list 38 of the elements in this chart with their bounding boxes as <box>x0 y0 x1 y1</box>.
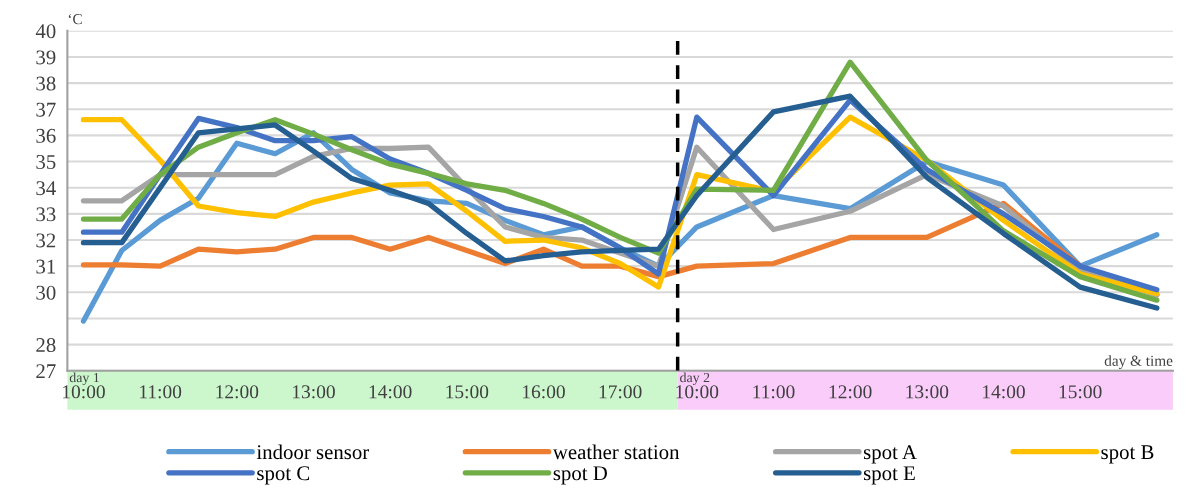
y-tick-label: 40 <box>35 24 56 39</box>
x-tick-label: 12:00 <box>829 385 872 399</box>
legend-label: spot A <box>863 445 917 464</box>
x-tick-label: 11:00 <box>753 385 795 399</box>
x-tick-label: 17:00 <box>599 385 642 399</box>
legend-label: indoor sensor <box>256 444 370 460</box>
legend-label: spot D <box>553 466 607 485</box>
y-tick-label: 39 <box>36 50 56 65</box>
text: day 2 <box>680 372 710 386</box>
y-tick-label: 32 <box>36 233 56 248</box>
legend-label: spot C <box>257 466 310 485</box>
x-tick-label: 11:00 <box>140 385 182 399</box>
y-tick-label: 28 <box>36 337 56 353</box>
x-tick-label: 14:00 <box>369 385 412 399</box>
y-axis-title: ‘C <box>68 13 82 25</box>
x-axis-title: day & time <box>1104 355 1173 370</box>
text: day 1 <box>69 372 99 386</box>
legend-label: weather station <box>552 444 680 460</box>
y-tick-label: 27 <box>36 364 56 378</box>
y-tick-label: 35 <box>36 155 56 169</box>
y-tick-label: 30 <box>36 285 56 300</box>
y-tick-label: 36 <box>36 128 56 143</box>
x-tick-label: 10:00 <box>63 385 105 399</box>
x-tick-label: 10:00 <box>676 385 719 399</box>
legend-label: spot E <box>863 466 915 485</box>
x-tick-label: 15:00 <box>446 385 489 399</box>
x-tick-label: 13:00 <box>293 385 335 399</box>
x-tick-label: 14:00 <box>983 385 1025 399</box>
y-tick-label: 34 <box>36 181 56 196</box>
y-tick-label: 31 <box>36 259 56 274</box>
x-tick-label: 13:00 <box>906 385 949 399</box>
y-tick-label: 33 <box>36 207 56 222</box>
x-tick-label: 12:00 <box>216 385 259 399</box>
x-tick-label: 16:00 <box>523 385 565 399</box>
legend-label: spot B <box>1101 445 1154 464</box>
y-tick-label: 37 <box>36 102 56 117</box>
x-tick-label: 15:00 <box>1059 385 1102 399</box>
y-tick-label: 38 <box>36 76 56 91</box>
